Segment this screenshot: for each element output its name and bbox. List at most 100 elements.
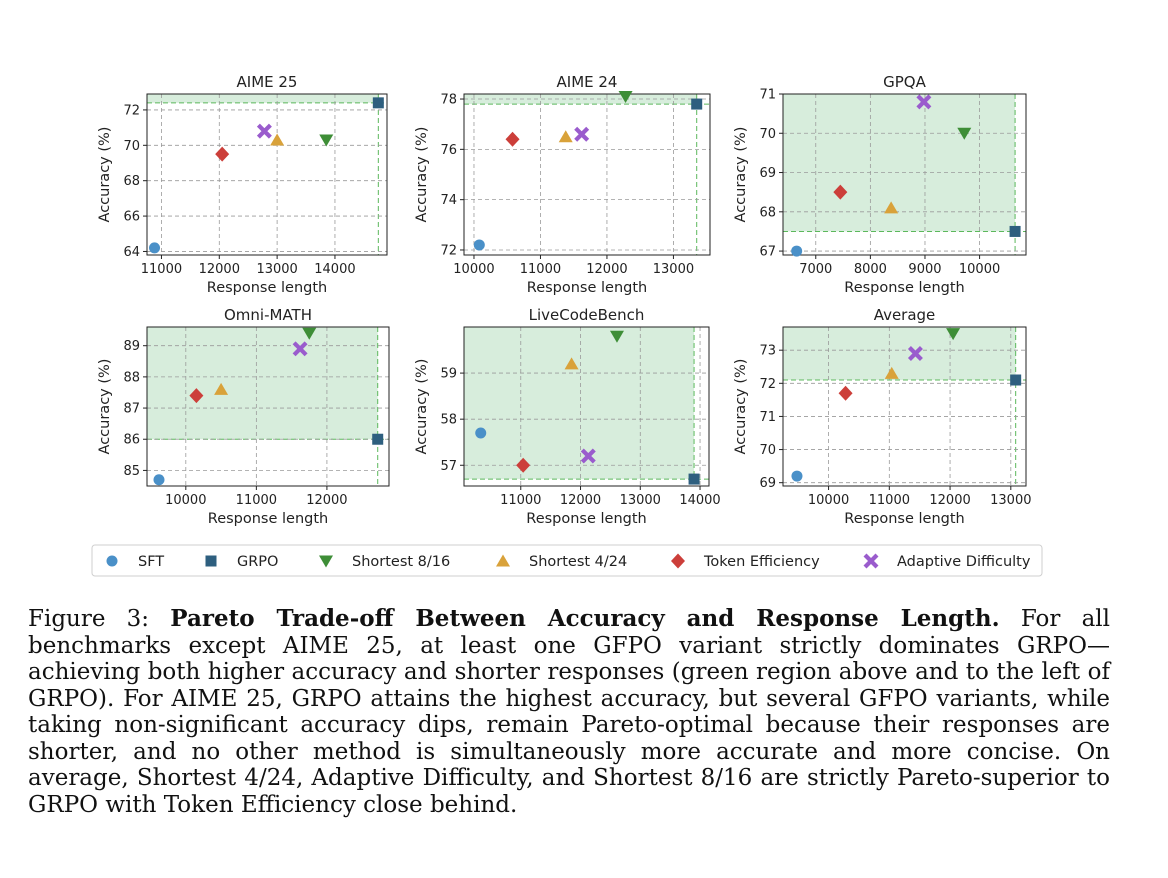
data-point-grpo xyxy=(688,473,700,485)
y-tick-label: 89 xyxy=(123,339,140,354)
y-tick-label: 70 xyxy=(759,443,776,458)
data-point-sft xyxy=(791,245,803,257)
x-axis-label: Response length xyxy=(844,511,964,527)
chart-panel: 7000 8000 9000 10000 67 68 69 70 71 GPQA Response … xyxy=(733,73,1027,296)
data-point-adap xyxy=(256,123,272,139)
y-tick-label: 57 xyxy=(440,459,457,474)
y-tick-label: 86 xyxy=(123,433,140,448)
plot-frame xyxy=(463,93,711,256)
chart-title: Average xyxy=(874,306,936,324)
data-point-s424 xyxy=(884,201,899,214)
legend-marker-sft xyxy=(106,555,118,567)
plot-frame xyxy=(463,326,710,487)
caption-label: Figure 3: xyxy=(28,606,171,632)
y-tick-label: 69 xyxy=(759,476,776,491)
chart-title: AIME 25 xyxy=(237,73,298,91)
data-point-grpo xyxy=(1010,374,1022,386)
chart-panel: 10000 11000 12000 85 86 87 88 89 Omni-MATH Respon… xyxy=(97,306,390,527)
x-tick-label: 13000 xyxy=(620,493,661,508)
x-tick-label: 12000 xyxy=(199,262,240,277)
x-tick-label: 11000 xyxy=(500,493,541,508)
y-tick-label: 74 xyxy=(440,193,457,208)
data-point-sft xyxy=(149,242,161,254)
x-tick-label: 12000 xyxy=(586,262,627,277)
legend-marker-s424 xyxy=(496,554,510,567)
y-tick-label: 71 xyxy=(759,88,776,103)
y-tick-label: 70 xyxy=(759,127,776,142)
data-point-sft xyxy=(791,470,803,482)
x-tick-label: 10000 xyxy=(959,262,1000,277)
legend-marker-s816 xyxy=(319,555,333,568)
y-tick-label: 68 xyxy=(759,205,776,220)
x-tick-label: 7000 xyxy=(799,262,832,277)
data-point-s424 xyxy=(558,130,573,143)
y-tick-label: 67 xyxy=(759,245,776,260)
x-tick-label: 12000 xyxy=(306,493,347,508)
pareto-region xyxy=(464,94,697,105)
data-point-tok xyxy=(215,146,230,162)
y-axis-label: Accuracy (%) xyxy=(97,127,113,223)
x-tick-label: 13000 xyxy=(653,262,694,277)
y-tick-label: 66 xyxy=(123,210,140,225)
legend-label-grpo: GRPO xyxy=(237,554,278,570)
legend-label-s816: Shortest 8/16 xyxy=(352,554,450,570)
x-tick-label: 12000 xyxy=(929,493,970,508)
x-tick-label: 10000 xyxy=(165,493,206,508)
data-point-s424 xyxy=(270,133,285,146)
plot-frame xyxy=(782,326,1027,487)
y-tick-label: 58 xyxy=(440,413,457,428)
data-point-sft xyxy=(475,427,487,439)
legend-label-sft: SFT xyxy=(138,554,164,570)
chart-title: LiveCodeBench xyxy=(529,306,645,324)
plot-frame xyxy=(146,326,390,487)
x-tick-label: 12000 xyxy=(560,493,601,508)
legend-label-adap: Adaptive Difficulty xyxy=(897,554,1031,570)
data-point-tok xyxy=(838,385,853,401)
chart-title: GPQA xyxy=(883,73,926,91)
legend-marker-adap xyxy=(863,553,879,569)
data-point-adap xyxy=(292,341,308,357)
plot-frame xyxy=(782,93,1027,256)
y-tick-label: 69 xyxy=(759,166,776,181)
data-point-sft xyxy=(473,239,485,251)
chart-panel: 10000 11000 12000 13000 69 70 71 72 73 Average Res… xyxy=(733,306,1031,527)
y-tick-label: 87 xyxy=(123,402,140,417)
y-tick-label: 72 xyxy=(759,377,776,392)
pareto-region xyxy=(783,94,1016,232)
pareto-region xyxy=(147,94,379,103)
legend-marker-grpo xyxy=(205,555,217,567)
pareto-region xyxy=(783,327,1016,380)
data-point-sft xyxy=(153,474,165,486)
y-tick-label: 59 xyxy=(440,367,457,382)
data-point-grpo xyxy=(691,98,703,110)
legend-marker-tok xyxy=(671,553,685,569)
data-point-grpo xyxy=(372,97,384,109)
x-tick-label: 10000 xyxy=(453,262,494,277)
pareto-region xyxy=(147,327,378,440)
figure-caption: Figure 3: Pareto Trade-off Between Accur… xyxy=(28,605,1111,818)
data-point-adap xyxy=(574,126,590,142)
y-tick-label: 72 xyxy=(123,103,140,118)
x-tick-label: 14000 xyxy=(314,262,355,277)
data-point-adap xyxy=(916,94,932,110)
y-tick-label: 68 xyxy=(123,174,140,189)
x-tick-label: 11000 xyxy=(141,262,182,277)
y-tick-label: 85 xyxy=(123,464,140,479)
data-point-adap xyxy=(580,448,596,464)
caption-body: For all benchmarks except AIME 25, at le… xyxy=(28,606,1111,818)
y-tick-label: 78 xyxy=(440,93,457,108)
data-point-tok xyxy=(505,131,520,147)
data-point-tok xyxy=(516,457,531,473)
x-axis-label: Response length xyxy=(207,280,327,296)
data-point-grpo xyxy=(372,433,384,445)
chart-title: AIME 24 xyxy=(557,73,618,91)
x-axis-label: Response length xyxy=(844,280,964,296)
data-point-adap xyxy=(907,346,923,361)
data-point-s424 xyxy=(564,357,579,370)
x-tick-label: 11000 xyxy=(520,262,561,277)
legend-box xyxy=(91,544,1043,577)
x-tick-label: 13000 xyxy=(256,262,297,277)
y-tick-label: 70 xyxy=(123,139,140,154)
y-tick-label: 88 xyxy=(123,370,140,385)
chart-panel: 10000 11000 12000 13000 72 74 76 78 AIME 24 Respo… xyxy=(414,73,711,296)
